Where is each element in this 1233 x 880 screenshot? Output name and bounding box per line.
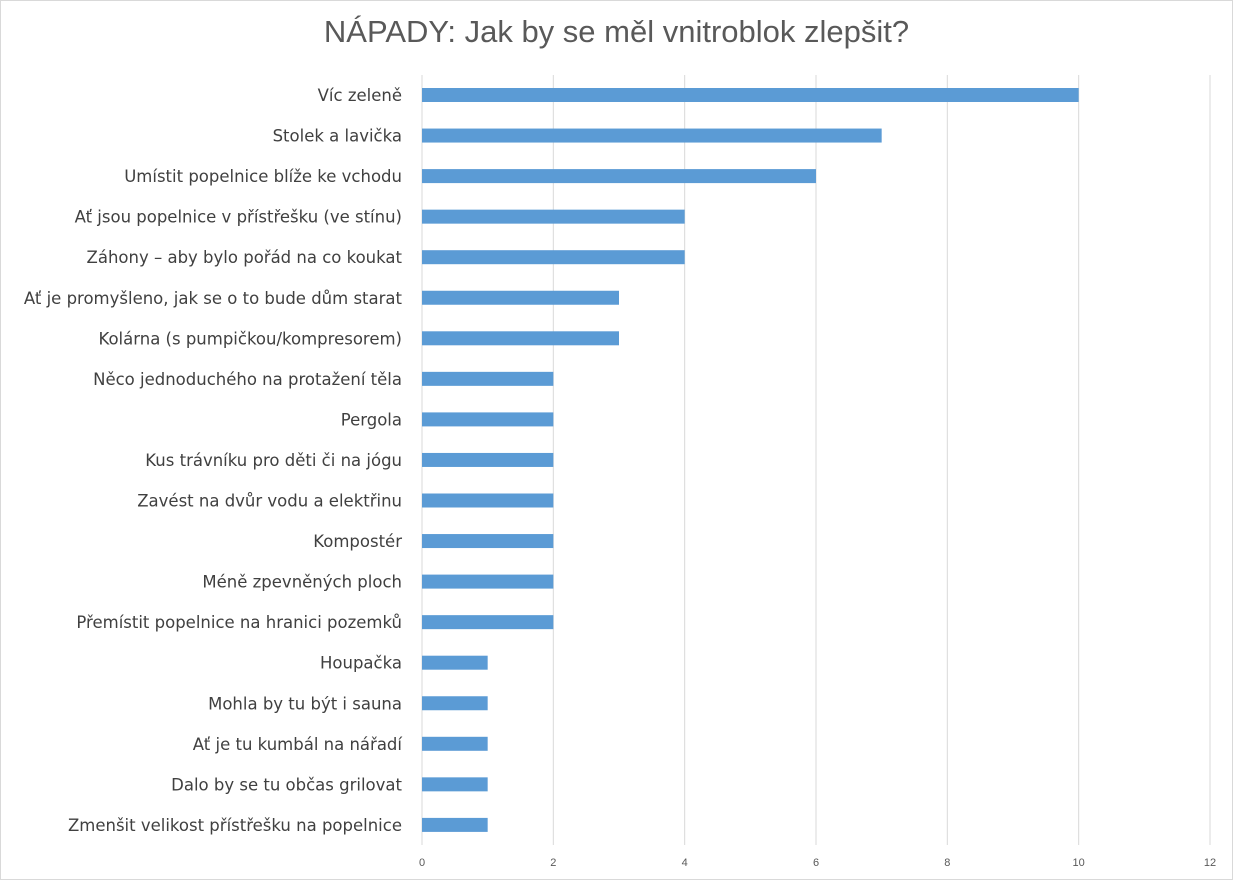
x-tick-label: 6 bbox=[813, 857, 819, 869]
category-label: Mohla by tu být i sauna bbox=[208, 694, 402, 713]
category-label: Pergola bbox=[341, 410, 402, 429]
bar bbox=[422, 128, 882, 143]
x-tick-label: 2 bbox=[550, 857, 556, 869]
category-label: Ať je tu kumbál na nářadí bbox=[193, 735, 404, 754]
bar bbox=[422, 250, 685, 265]
x-tick-label: 12 bbox=[1204, 857, 1216, 869]
category-label: Umístit popelnice blíže ke vchodu bbox=[124, 167, 402, 186]
category-label: Kompostér bbox=[313, 532, 402, 551]
category-label: Záhony – aby bylo pořád na co koukat bbox=[87, 248, 403, 267]
x-tick-label: 0 bbox=[419, 857, 425, 869]
x-tick-label: 10 bbox=[1073, 857, 1085, 869]
bars bbox=[422, 88, 1079, 832]
category-label: Méně zpevněných ploch bbox=[202, 573, 402, 592]
category-label: Ať jsou popelnice v přístřešku (ve stínu… bbox=[75, 208, 402, 227]
bar bbox=[422, 371, 554, 386]
bar bbox=[422, 88, 1079, 102]
category-label: Kus trávníku pro děti či na jógu bbox=[145, 451, 402, 470]
bar bbox=[422, 574, 554, 589]
bar bbox=[422, 209, 685, 224]
bar bbox=[422, 169, 816, 184]
category-label: Zmenšit velikost přístřešku na popelnice bbox=[68, 816, 402, 835]
bar bbox=[422, 452, 554, 467]
category-label: Zavést na dvůr vodu a elektřinu bbox=[137, 492, 402, 511]
bar bbox=[422, 696, 488, 711]
x-tick-label: 4 bbox=[682, 857, 688, 869]
x-tick-label: 8 bbox=[944, 857, 950, 869]
category-label: Kolárna (s pumpičkou/kompresorem) bbox=[98, 329, 402, 348]
bar bbox=[422, 290, 619, 305]
bar bbox=[422, 534, 554, 549]
category-label: Něco jednoduchého na protažení těla bbox=[93, 370, 402, 389]
bar bbox=[422, 655, 488, 670]
category-label: Stolek a lavička bbox=[273, 127, 402, 146]
category-label: Víc zeleně bbox=[318, 86, 402, 105]
category-label: Dalo by se tu občas grilovat bbox=[171, 775, 402, 794]
category-labels: Víc zeleně Stolek a lavička Umístit popeln… bbox=[24, 86, 404, 835]
category-label: Přemístit popelnice na hranici pozemků bbox=[76, 613, 402, 632]
bar bbox=[422, 331, 619, 346]
chart-title: NÁPADY: Jak by se měl vnitroblok zlepšit… bbox=[323, 14, 910, 49]
bar bbox=[422, 493, 554, 508]
bar bbox=[422, 736, 488, 751]
gridlines bbox=[421, 75, 1211, 845]
bar bbox=[422, 817, 488, 832]
bar bbox=[422, 412, 554, 427]
x-axis-tick-labels: 0 2 4 6 8 10 12 bbox=[419, 857, 1216, 869]
category-label: Houpačka bbox=[320, 654, 402, 673]
bar bbox=[422, 615, 554, 630]
bar bbox=[422, 777, 488, 792]
category-label: Ať je promyšleno, jak se o to bude dům s… bbox=[24, 289, 403, 308]
